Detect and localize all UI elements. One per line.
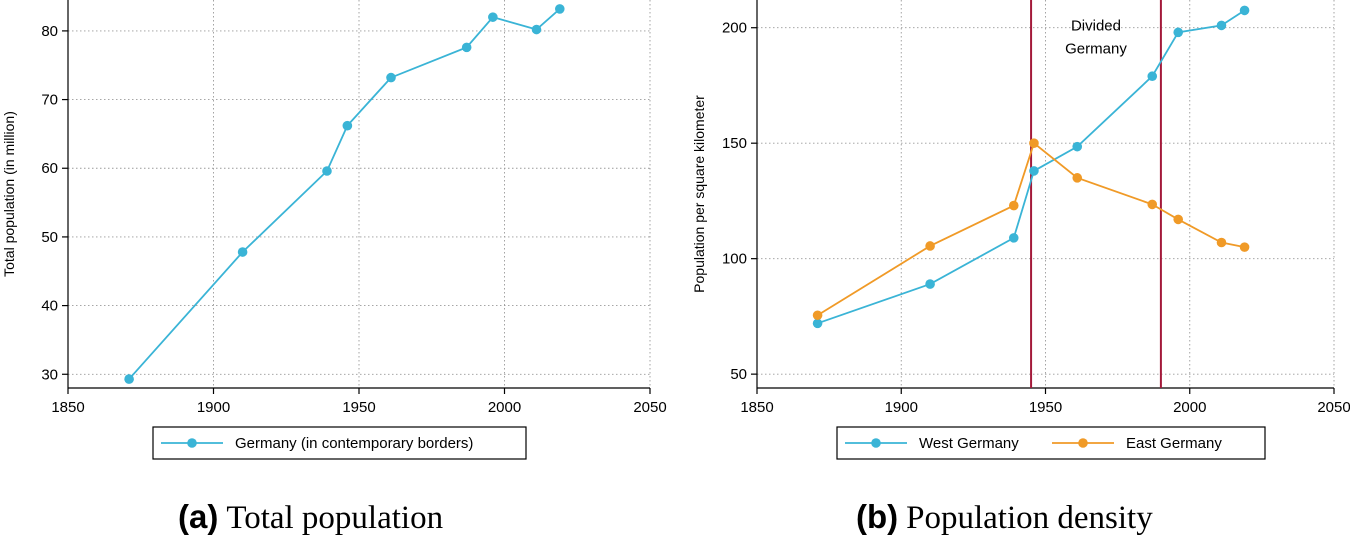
data-point-germany-in-contemporary-borders [124, 374, 134, 384]
y-tick-label: 30 [41, 366, 58, 383]
x-tick-label: 2000 [488, 399, 521, 416]
data-point-west-germany [1173, 27, 1184, 38]
chart-total-population: 30 40 50 60 70 80 1850 1900 1950 2000 2050 Total po… [1, 0, 667, 460]
y-axis-title: Total population (in million) [1, 111, 17, 277]
data-point-east-germany [1147, 199, 1158, 210]
data-point-east-germany [1008, 200, 1019, 211]
legend-box [836, 426, 1266, 460]
y-tick-label: 80 [41, 23, 58, 40]
x-tick-label: 1850 [51, 399, 84, 416]
x-tick-label: 1850 [740, 399, 773, 416]
y-tick-label: 40 [41, 298, 58, 315]
y-tick-label: 60 [41, 160, 58, 177]
data-point-west-germany [1216, 20, 1227, 31]
data-point-east-germany [1173, 214, 1184, 225]
annotation-divided-germany: Germany [1065, 41, 1127, 58]
data-point-west-germany [1029, 166, 1039, 176]
data-point-germany-in-contemporary-borders [322, 166, 332, 176]
x-tick-label: 1950 [1029, 399, 1062, 416]
x-tick-label: 1900 [885, 399, 918, 416]
y-axis-title: Population per square kilometer [691, 95, 707, 293]
y-tick-label: 150 [722, 135, 747, 152]
data-point-east-germany [1239, 242, 1250, 252]
y-tick-label: 200 [722, 20, 747, 37]
data-point-west-germany [1008, 233, 1019, 243]
caption-a: (a) Total population [178, 498, 443, 537]
annotation-divided-germany: Divided [1071, 17, 1121, 34]
legend-marker [1078, 438, 1088, 448]
y-tick-label: 50 [41, 229, 58, 246]
legend-marker [871, 438, 881, 448]
data-point-west-germany [812, 318, 823, 329]
caption-b-label: (b) [856, 498, 899, 535]
y-tick-label: 50 [730, 366, 747, 383]
legend-label: West Germany [919, 435, 1019, 452]
legend-marker [187, 438, 197, 448]
x-tick-label: 2000 [1173, 399, 1206, 416]
legend-label: East Germany [1126, 435, 1222, 452]
caption-b-title: Population density [906, 500, 1153, 536]
x-tick-label: 2050 [633, 399, 666, 416]
data-point-germany-in-contemporary-borders [237, 247, 248, 257]
legend-label: Germany (in contemporary borders) [235, 435, 473, 452]
chart-population-density: 50 100 150 200 1850 1900 1950 2000 2050 Populatio… [691, 0, 1350, 460]
x-tick-label: 1900 [197, 399, 230, 416]
x-tick-label: 2050 [1317, 399, 1350, 416]
caption-b: (b) Population density [856, 498, 1153, 537]
legend-box [152, 426, 527, 460]
data-point-east-germany [925, 241, 935, 251]
series-line-germany-in-contemporary-borders [128, 8, 561, 380]
data-point-east-germany [1072, 173, 1083, 183]
y-tick-label: 100 [722, 251, 747, 268]
data-point-germany-in-contemporary-borders [386, 72, 396, 83]
data-point-germany-in-contemporary-borders [554, 4, 565, 14]
data-point-east-germany [1029, 138, 1039, 148]
data-point-germany-in-contemporary-borders [461, 42, 472, 53]
x-tick-label: 1950 [342, 399, 375, 416]
data-point-west-germany [1239, 5, 1250, 16]
data-point-germany-in-contemporary-borders [342, 120, 353, 131]
data-point-west-germany [1072, 141, 1083, 152]
caption-a-title: Total population [226, 500, 444, 536]
data-point-germany-in-contemporary-borders [531, 24, 542, 35]
caption-a-label: (a) [178, 498, 219, 535]
y-tick-label: 70 [41, 92, 58, 109]
data-point-west-germany [925, 279, 935, 289]
data-point-east-germany [1216, 237, 1227, 248]
data-point-east-germany [812, 310, 823, 321]
data-point-germany-in-contemporary-borders [488, 12, 498, 22]
data-point-west-germany [1147, 71, 1158, 82]
